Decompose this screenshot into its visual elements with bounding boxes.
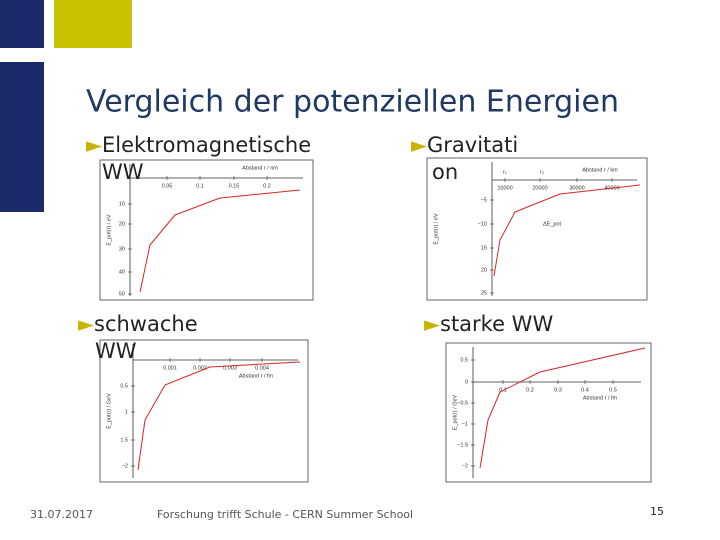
bullet: ►	[411, 133, 428, 157]
x-tick-label: 0.5	[609, 387, 617, 393]
x-axis-label: Abstand r / fm	[239, 373, 274, 379]
panel-heading: starke WW	[440, 312, 553, 336]
x-tick-label: 0.15	[229, 183, 240, 189]
panel-heading: Gravitati	[427, 133, 518, 157]
bullet: ►	[424, 312, 441, 336]
y-tick-label: 15	[481, 245, 487, 251]
y-tick-label: 1.5	[120, 437, 128, 443]
y-axis-label: E_pot(r) / GeV	[106, 393, 112, 429]
x-tick-label: 0.1	[196, 183, 204, 189]
y-tick-label: 10	[119, 201, 125, 207]
bullet: ►	[86, 133, 103, 157]
x-tick-label: 10000	[497, 185, 512, 191]
y-tick-label: 20	[119, 221, 125, 227]
x-tick-label: 0.003	[223, 365, 237, 371]
y-axis-label: E_pot(r) / eV	[106, 214, 112, 246]
panel-heading: on	[432, 160, 458, 184]
x-tick-label: 0.004	[255, 365, 269, 371]
potential-curve	[139, 189, 301, 293]
y-tick-label: −0.5	[457, 400, 468, 406]
x-axis-label: Abstand r / fm	[583, 395, 618, 401]
panel-heading: WW	[102, 160, 144, 184]
y-tick-label: 0.5	[460, 357, 468, 363]
deco-yellow	[54, 0, 132, 48]
plot-frame	[99, 159, 314, 301]
y-tick-label: −2	[122, 463, 128, 469]
x-tick-label: 0.05	[162, 183, 173, 189]
x-tick-label: 0.2	[526, 387, 534, 393]
panel-heading: schwache	[94, 312, 198, 336]
plot-frame	[426, 157, 648, 301]
potential-curve	[479, 347, 646, 469]
footer-date: 31.07.2017	[30, 508, 93, 521]
x-tick-label: 0.001	[163, 365, 177, 371]
deco-blue	[0, 0, 44, 48]
y-axis-label: E_pot(r) / GeV	[452, 394, 458, 430]
y-tick-label: 40	[119, 269, 125, 275]
slide-title: Vergleich der potenziellen Energien	[86, 85, 619, 120]
potential-curve	[137, 361, 301, 471]
bullet: ►	[78, 312, 95, 336]
x-tick-label: 0.2	[263, 183, 271, 189]
deco-blue-bar	[0, 62, 44, 212]
annotation: r₁	[503, 169, 507, 175]
x-tick-label: 30000	[569, 185, 584, 191]
y-tick-label: 0.5	[120, 383, 128, 389]
y-axis-label: E_pot(r) / eV	[433, 213, 439, 245]
x-tick-label: 0.4	[581, 387, 589, 393]
panel-heading: WW	[95, 339, 137, 363]
x-axis-label: Abstand r / km	[582, 167, 618, 173]
y-tick-label: 0	[465, 379, 468, 385]
y-tick-label: 50	[119, 291, 125, 297]
footer-event: Forschung trifft Schule - CERN Summer Sc…	[157, 508, 413, 521]
y-tick-label: −5	[481, 197, 487, 203]
panel-heading: Elektromagnetische	[102, 133, 311, 157]
annotation: r₂	[540, 169, 544, 175]
y-tick-label: −1.5	[457, 442, 468, 448]
potential-curve	[493, 184, 641, 277]
y-tick-label: 1	[125, 409, 128, 415]
x-axis-label: Abstand r / nm	[242, 165, 278, 171]
y-tick-label: 20	[481, 267, 487, 273]
annotation: ΔE_pot	[543, 221, 562, 227]
x-tick-label: 0.3	[554, 387, 562, 393]
x-tick-label: 0.002	[193, 365, 207, 371]
y-tick-label: −1	[462, 421, 468, 427]
y-tick-label: 25	[481, 290, 487, 296]
y-tick-label: 30	[119, 246, 125, 252]
x-tick-label: 20000	[532, 185, 547, 191]
plot-frame	[445, 342, 652, 483]
y-tick-label: −2	[462, 463, 468, 469]
y-tick-label: −10	[478, 221, 487, 227]
page-number: 15	[650, 505, 664, 518]
